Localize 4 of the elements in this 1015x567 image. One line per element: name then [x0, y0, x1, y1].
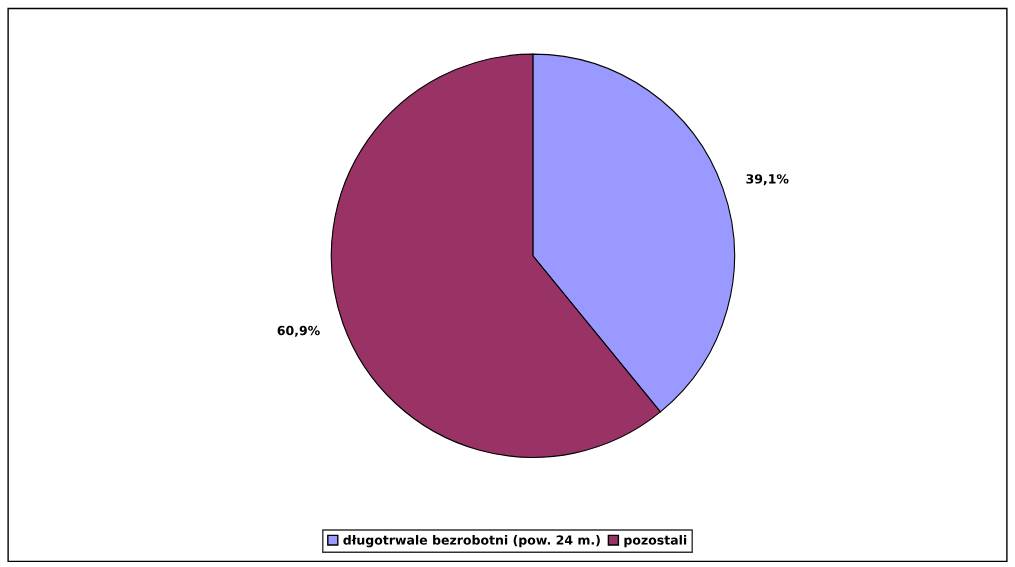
- legend-label: długotrwale bezrobotni (pow. 24 m.): [343, 535, 600, 548]
- data-label: 60,9%: [277, 325, 320, 337]
- legend-label: pozostali: [624, 535, 687, 548]
- data-label: 39,1%: [746, 174, 789, 186]
